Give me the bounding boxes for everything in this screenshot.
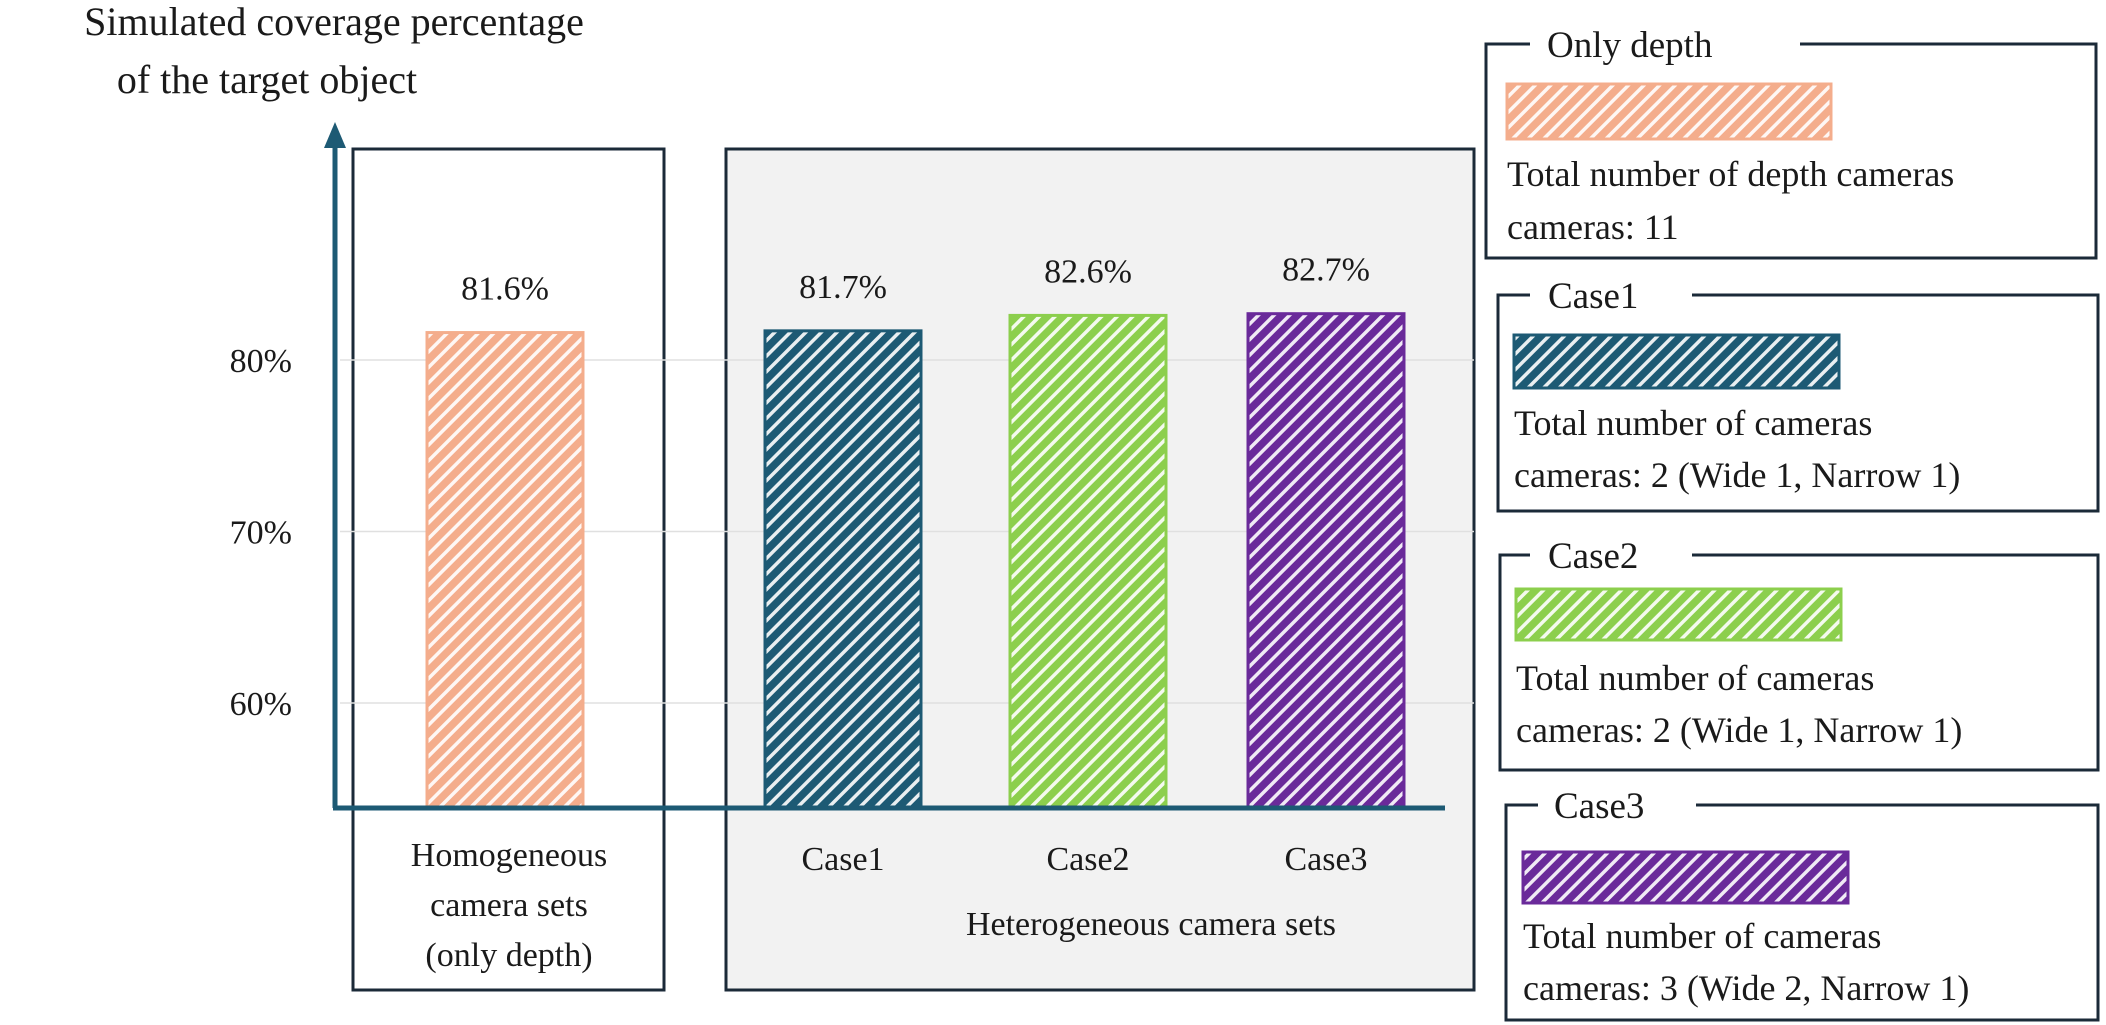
legend-text-line: Total number of cameras: [1516, 658, 1874, 698]
legend-text-line: Total number of cameras: [1514, 403, 1872, 443]
legend-title: Case1: [1548, 276, 1638, 317]
bar-case1: [763, 329, 923, 810]
bar-value-label: 81.7%: [799, 269, 887, 306]
legend-text-line: Total number of depth cameras: [1507, 154, 1954, 194]
y-tick-label: 80%: [230, 343, 292, 380]
legend-title-gap: [1530, 549, 1692, 561]
legend-swatch-case2: [1514, 587, 1843, 642]
legend-swatch-case1: [1512, 333, 1841, 390]
x-tick-label: Case1: [801, 841, 884, 878]
bar-value-label: 82.6%: [1044, 253, 1132, 290]
bar-case3: [1246, 312, 1406, 810]
legend-title: Case3: [1554, 786, 1644, 827]
group-label-homogeneous: (only depth): [425, 937, 592, 974]
legend-text-line: cameras: 2 (Wide 1, Narrow 1): [1516, 710, 1962, 750]
legend-title-gap: [1530, 289, 1692, 301]
y-axis-title: Simulated coverage percentage: [84, 0, 584, 44]
group-label-homogeneous: Homogeneous: [411, 837, 607, 874]
x-tick-label: Case3: [1284, 841, 1367, 878]
group-label-heterogeneous: Heterogeneous camera sets: [966, 906, 1336, 943]
legend-title: Case2: [1548, 536, 1638, 577]
legend-title-gap: [1530, 38, 1800, 50]
legend-swatch-only-depth: [1505, 82, 1833, 141]
homogeneous-group-box: [351, 147, 666, 992]
legend-title: Only depth: [1547, 25, 1713, 66]
bar-value-label: 81.6%: [461, 271, 549, 308]
bar-case2: [1008, 313, 1168, 810]
legend-box-case3: [1504, 803, 2100, 1022]
y-axis-title: of the target object: [117, 57, 417, 102]
legend-text-line: Total number of cameras: [1523, 916, 1881, 956]
y-tick-label: 70%: [230, 515, 292, 552]
x-tick-label: Case2: [1046, 841, 1129, 878]
y-axis-arrowhead: [324, 122, 346, 148]
legend-text-line: cameras: 2 (Wide 1, Narrow 1): [1514, 455, 1960, 495]
legend-title-gap: [1538, 799, 1696, 811]
legend-text-line: cameras: 11: [1507, 207, 1679, 247]
bar-value-label: 82.7%: [1282, 252, 1370, 289]
group-label-homogeneous: camera sets: [430, 887, 588, 924]
legend-text-line: cameras: 3 (Wide 2, Narrow 1): [1523, 968, 1969, 1008]
legend-box-only-depth: [1484, 42, 2098, 260]
legend-box-case1: [1496, 293, 2100, 513]
y-tick-label: 60%: [230, 686, 292, 723]
bar-only-depth: [425, 331, 585, 810]
legend-swatch-case3: [1521, 850, 1850, 905]
